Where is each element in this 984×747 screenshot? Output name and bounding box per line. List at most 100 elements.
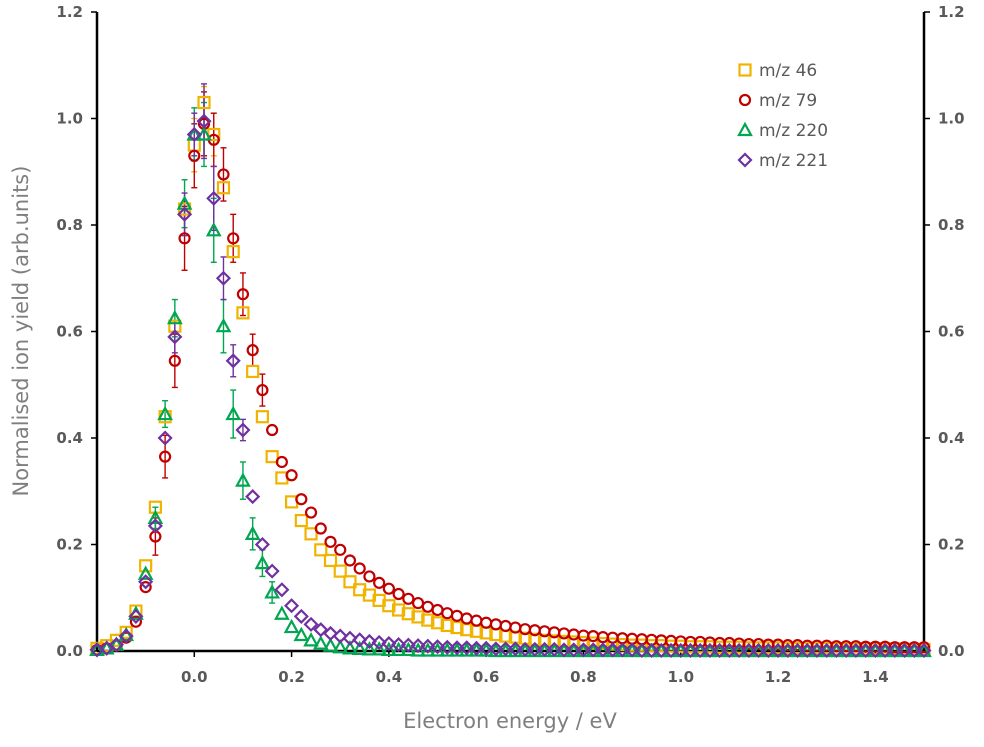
data-point (683, 640, 698, 654)
data-point (702, 642, 718, 659)
legend-item: m/z 46 (738, 61, 817, 81)
data-point (896, 642, 913, 659)
data-point (246, 364, 260, 379)
data-point (254, 536, 270, 553)
data-point (313, 622, 329, 638)
x-tick-label: 1.2 (765, 668, 792, 686)
data-point (721, 642, 737, 659)
y-tick-label-right: 0.4 (938, 429, 965, 447)
data-point (731, 642, 747, 659)
y-tick-label: 0.6 (56, 323, 83, 341)
data-point (215, 317, 232, 333)
data-point (421, 613, 435, 627)
data-point (459, 640, 475, 656)
data-point (343, 554, 357, 567)
legend-marker (737, 152, 753, 168)
data-point (546, 641, 562, 657)
data-point (373, 576, 386, 589)
data-point (916, 642, 932, 659)
data-point (489, 618, 503, 631)
data-point (159, 450, 172, 463)
data-point (430, 616, 445, 630)
data-point (255, 410, 269, 424)
data-point (449, 640, 465, 656)
data-point (312, 635, 329, 650)
data-point (391, 637, 407, 653)
data-point (567, 635, 581, 649)
data-point (488, 641, 504, 657)
data-point (917, 641, 931, 654)
data-point (634, 642, 650, 659)
data-point (371, 641, 388, 656)
data-point (129, 615, 143, 628)
data-point (460, 612, 473, 625)
x-tick-label: 0.2 (278, 668, 305, 686)
data-point (480, 616, 493, 629)
data-point (478, 640, 494, 656)
data-point (440, 618, 454, 633)
data-point (206, 190, 222, 206)
data-point (274, 605, 290, 620)
data-point (324, 535, 337, 548)
data-point (342, 630, 358, 646)
data-point (450, 609, 464, 622)
legend-marker (738, 63, 752, 77)
data-point (363, 570, 376, 583)
data-point (285, 469, 298, 482)
legend-label: m/z 221 (759, 151, 828, 171)
data-point (334, 543, 347, 556)
data-point (293, 626, 310, 642)
data-point (304, 506, 318, 519)
data-point (527, 641, 543, 657)
legend-item: m/z 79 (738, 91, 817, 111)
data-point (353, 562, 366, 575)
legend-label: m/z 220 (759, 121, 828, 141)
data-point (848, 642, 864, 659)
data-point (166, 309, 183, 325)
data-point (147, 518, 163, 534)
data-point (137, 565, 154, 580)
legend-label: m/z 46 (759, 61, 817, 81)
x-axis-title: Electron energy / eV (403, 709, 617, 733)
data-point (343, 575, 357, 589)
data-point (429, 639, 446, 655)
data-point (566, 642, 582, 658)
data-point (390, 641, 407, 657)
series-circle (90, 117, 931, 657)
data-point (225, 353, 241, 369)
data-point (293, 608, 309, 624)
data-point (789, 642, 806, 659)
data-point (556, 642, 572, 658)
data-point (217, 168, 230, 181)
data-point (392, 603, 406, 617)
data-point (741, 642, 757, 659)
data-point (128, 608, 144, 624)
data-point (304, 527, 318, 541)
data-point (877, 642, 893, 659)
x-tick-label: 0.8 (570, 668, 597, 686)
y-tick-label-right: 0.8 (938, 216, 965, 234)
data-point (264, 563, 280, 579)
data-point (177, 206, 193, 222)
legend-label: m/z 79 (759, 91, 817, 111)
data-point (283, 618, 300, 634)
data-point (450, 620, 464, 635)
data-point (585, 642, 601, 658)
data-point (411, 610, 425, 624)
data-point (196, 113, 212, 129)
x-tick-label: 1.4 (862, 668, 889, 686)
data-point (322, 637, 339, 652)
data-point (314, 522, 327, 535)
data-point (420, 638, 436, 654)
data-point (314, 543, 328, 557)
data-point (225, 405, 242, 421)
data-point (400, 637, 416, 653)
data-point (614, 642, 630, 658)
data-point (760, 642, 776, 659)
series-square (90, 95, 931, 657)
y-tick-label: 1.2 (56, 3, 83, 21)
y-tick-label-right: 0.6 (938, 323, 965, 341)
y-tick-label: 0.8 (56, 216, 83, 234)
data-point (401, 607, 415, 621)
ticks: 0.0 0.2 0.4 0.6 0.8 1.0 1.2 1.4 0.0 0.2 0.4 0.6 0.8 1… (56, 3, 964, 686)
